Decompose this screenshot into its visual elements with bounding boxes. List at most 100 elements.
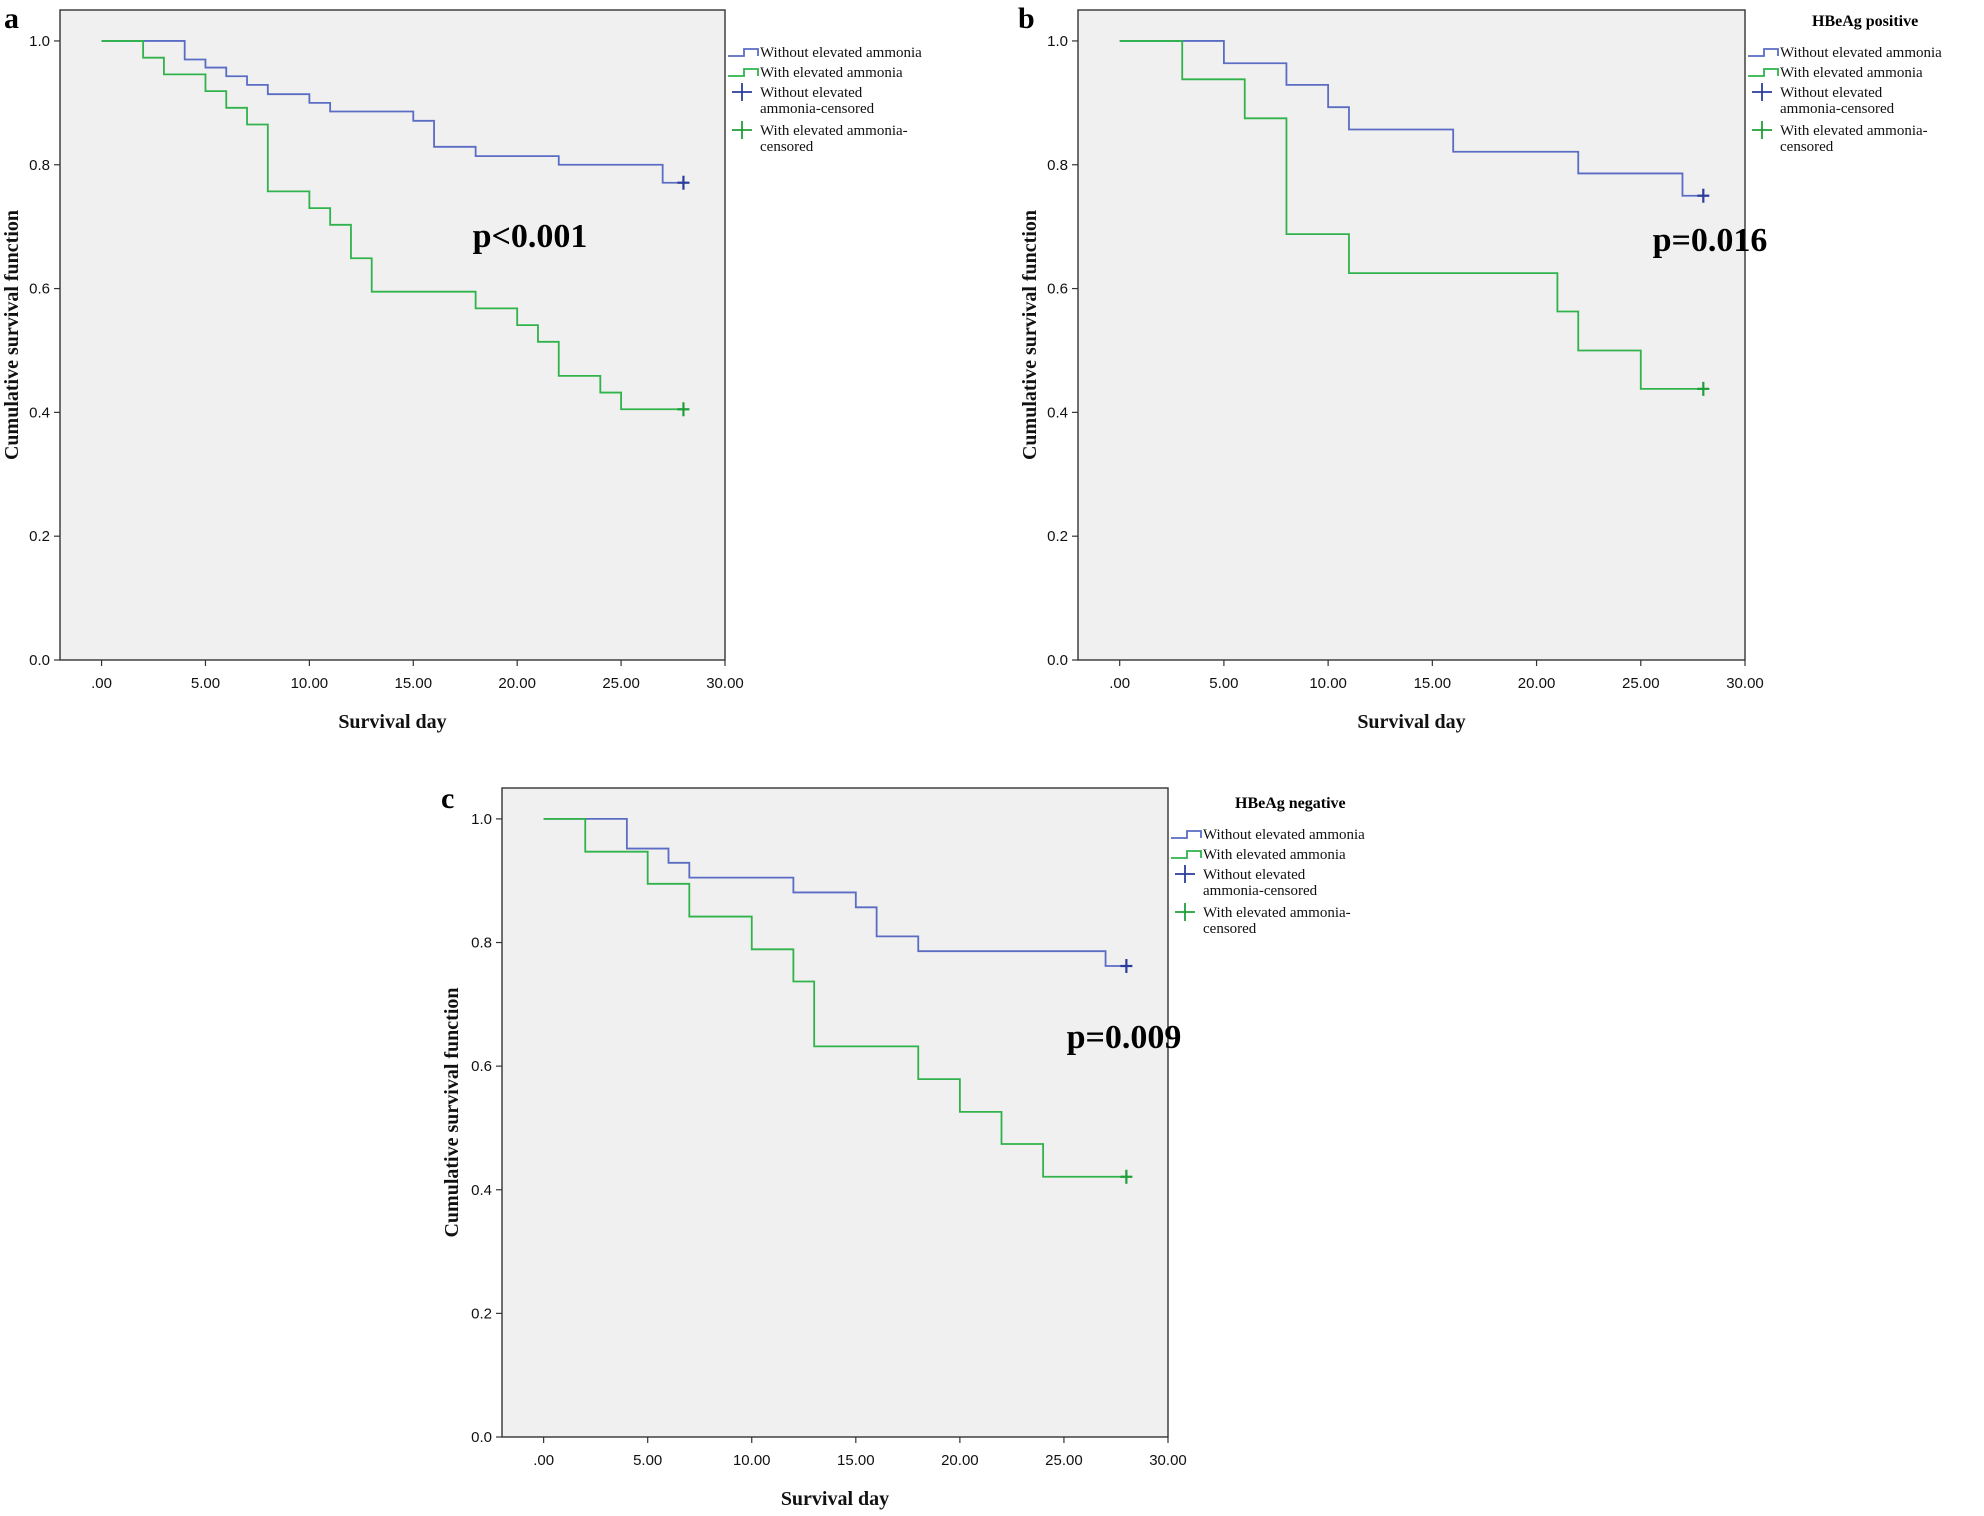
legend-item-4: With elevated ammonia-censored [1752,121,1928,155]
y-tick-label: 0.4 [471,1182,492,1199]
panel-letter: c [441,782,454,815]
legend-item-4: With elevated ammonia-censored [732,121,908,155]
x-tick-label: 20.00 [498,675,536,692]
x-axis-title: Survival day [338,711,446,733]
y-tick-label: 0.0 [1047,652,1068,669]
y-tick-label: 0.6 [1047,281,1068,298]
panel-a: a 0.0 0.2 0.4 0.6 0.8 1.0 .00 5.00 10.00 15.00 20.0… [1,2,922,733]
p-value-label: p=0.016 [1653,222,1768,259]
p-value-label: p<0.001 [473,218,588,255]
series-without-elevated-ammonia [1119,40,1704,197]
panel-b: b 0.0 0.2 0.4 0.6 0.8 1.0 .00 5.00 10.00 15.00 20.0… [1018,2,1942,733]
legend-label: With elevated ammonia [1780,65,1923,81]
x-tick-label: 30.00 [1726,675,1764,692]
series-with-elevated-ammonia [1119,40,1704,390]
y-tick-label: 0.2 [471,1305,492,1322]
x-axis-title: Survival day [1357,711,1465,733]
legend-label: With elevated ammonia-censored [1203,905,1351,937]
censor-mark [677,402,690,417]
x-tick-label: 5.00 [1209,675,1238,692]
legend-label: Without elevated ammonia-censored [1780,85,1895,117]
y-tick-label: 0.6 [29,281,50,298]
x-tick-label: 10.00 [733,1452,771,1469]
legend-label: Without elevated ammonia [1780,45,1942,61]
legend-item-1: Without elevated ammonia [728,45,922,61]
x-tick-label: 25.00 [602,675,640,692]
y-tick-label: 0.8 [1047,157,1068,174]
legend-item-2: With elevated ammonia [1171,847,1346,863]
legend-label: With elevated ammonia-censored [1780,123,1928,155]
y-tick-label: 0.0 [471,1429,492,1446]
censor-mark [677,175,690,190]
y-tick-label: 0.8 [29,157,50,174]
series-without-elevated-ammonia [543,818,1127,967]
x-tick-label: 15.00 [395,675,433,692]
x-tick-label: 25.00 [1045,1452,1083,1469]
legend-label: With elevated ammonia [760,65,903,81]
y-axis-title: Cumulative survival function [441,987,463,1237]
legend-item-3: Without elevated ammonia-censored [732,83,875,117]
x-tick-label: 30.00 [706,675,744,692]
plot-area [59,9,726,661]
censor-mark [1120,959,1133,974]
series-with-elevated-ammonia [101,40,684,411]
legend-label: Without elevated ammonia-censored [1203,867,1318,899]
plot-area [1077,9,1746,661]
panel-letter: a [4,2,19,35]
legend-step-icon [1748,68,1779,77]
y-tick-label: 0.6 [471,1058,492,1075]
y-tick-label: 1.0 [471,811,492,828]
legend-label: Without elevated ammonia [1203,827,1365,843]
x-tick-label: .00 [533,1452,554,1469]
x-tick-label: 20.00 [1518,675,1556,692]
legend-item-1: Without elevated ammonia [1748,45,1942,61]
x-tick-label: 30.00 [1149,1452,1187,1469]
x-axis-title: Survival day [781,1488,889,1510]
plot-area [501,787,1169,1438]
y-axis-title: Cumulative survival function [1019,210,1041,460]
y-tick-label: 0.2 [1047,528,1068,545]
series-with-elevated-ammonia [543,818,1127,1178]
y-tick-label: 0.4 [1047,404,1068,421]
y-axis-title: Cumulative survival function [1,210,23,460]
legend-item-2: With elevated ammonia [728,65,903,81]
y-tick-label: 1.0 [29,33,50,50]
legend-item-4: With elevated ammonia-censored [1175,903,1351,937]
x-tick-label: 25.00 [1622,675,1660,692]
y-tick-label: 0.8 [471,935,492,952]
legend: HBeAg positive Without elevated ammonia Wi… [1748,13,1942,155]
legend-title: HBeAg positive [1812,13,1918,30]
panel-letter: b [1018,2,1035,35]
legend-label: Without elevated ammonia-censored [760,85,875,117]
x-tick-label: 10.00 [291,675,329,692]
series-without-elevated-ammonia [101,40,684,184]
legend-label: Without elevated ammonia [760,45,922,61]
legend-step-icon [1171,830,1202,839]
p-value-label: p=0.009 [1067,1019,1182,1056]
x-tick-label: 15.00 [1414,675,1452,692]
x-tick-label: 5.00 [633,1452,662,1469]
legend-step-icon [1171,850,1202,859]
legend-item-3: Without elevated ammonia-censored [1752,83,1895,117]
censor-mark [1697,188,1710,203]
legend-item-1: Without elevated ammonia [1171,827,1365,843]
panel-c: c 0.0 0.2 0.4 0.6 0.8 1.0 .00 5.00 10.00 15.00 20.0… [441,782,1365,1510]
legend-item-3: Without elevated ammonia-censored [1175,865,1318,899]
y-tick-label: 0.0 [29,652,50,669]
x-tick-label: 10.00 [1309,675,1347,692]
legend-step-icon [1748,48,1779,57]
y-tick-label: 0.2 [29,528,50,545]
legend-item-2: With elevated ammonia [1748,65,1923,81]
x-tick-label: 5.00 [191,675,220,692]
censor-mark [1697,381,1710,396]
legend: Without elevated ammonia With elevated am… [728,45,922,155]
x-tick-label: 20.00 [941,1452,979,1469]
legend-step-icon [728,48,759,57]
x-tick-label: .00 [91,675,112,692]
legend: HBeAg negative Without elevated ammonia Wi… [1171,795,1365,937]
legend-title: HBeAg negative [1235,795,1346,812]
y-tick-label: 0.4 [29,404,50,421]
x-tick-label: .00 [1109,675,1130,692]
y-tick-label: 1.0 [1047,33,1068,50]
